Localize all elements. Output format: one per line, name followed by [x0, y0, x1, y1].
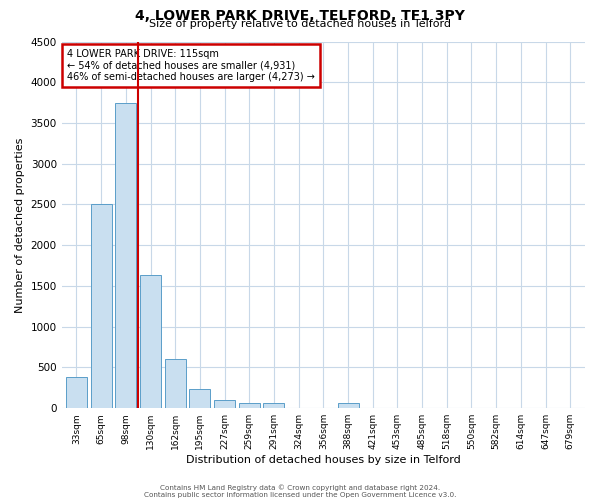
Text: 4 LOWER PARK DRIVE: 115sqm
← 54% of detached houses are smaller (4,931)
46% of s: 4 LOWER PARK DRIVE: 115sqm ← 54% of deta…	[67, 49, 315, 82]
Bar	[140, 274, 161, 408]
Bar	[115, 102, 136, 408]
Bar	[165, 360, 186, 408]
Text: 4, LOWER PARK DRIVE, TELFORD, TF1 3PY: 4, LOWER PARK DRIVE, TELFORD, TF1 3PY	[135, 9, 465, 23]
Bar	[214, 400, 235, 408]
Text: Contains public sector information licensed under the Open Government Licence v3: Contains public sector information licen…	[144, 492, 456, 498]
Bar	[239, 403, 260, 408]
Text: Size of property relative to detached houses in Telford: Size of property relative to detached ho…	[149, 19, 451, 29]
Text: Contains HM Land Registry data © Crown copyright and database right 2024.: Contains HM Land Registry data © Crown c…	[160, 484, 440, 491]
X-axis label: Distribution of detached houses by size in Telford: Distribution of detached houses by size …	[186, 455, 461, 465]
Bar	[338, 403, 359, 408]
Bar	[263, 404, 284, 408]
Y-axis label: Number of detached properties: Number of detached properties	[15, 137, 25, 312]
Bar	[190, 388, 211, 408]
Bar	[91, 204, 112, 408]
Bar	[66, 377, 87, 408]
